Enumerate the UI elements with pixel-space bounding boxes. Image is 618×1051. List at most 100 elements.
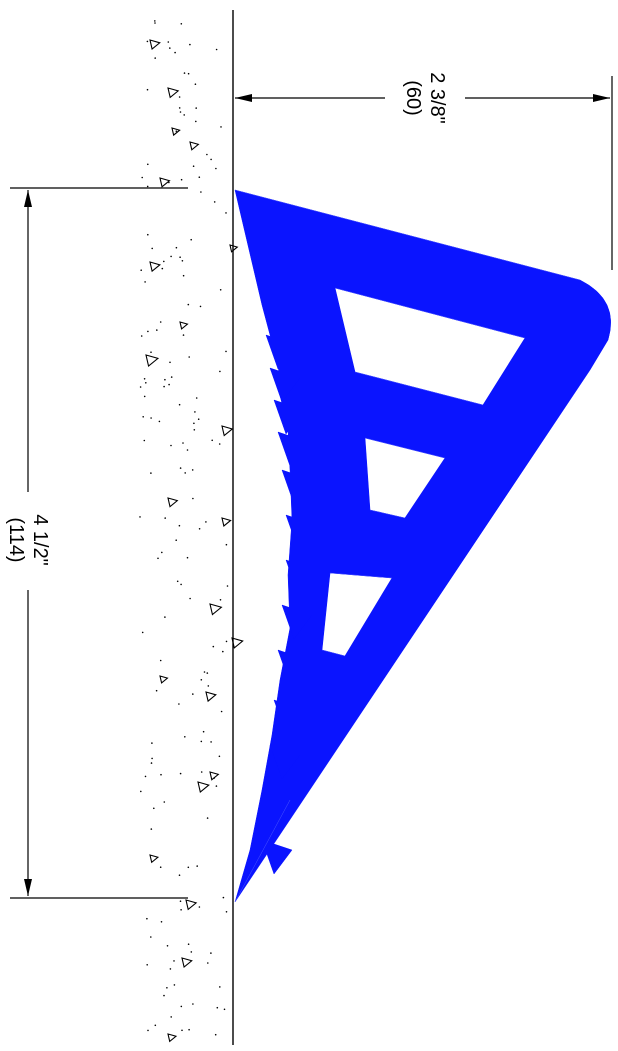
aggregate-dot	[200, 740, 203, 743]
aggregate-stone	[145, 354, 160, 368]
aggregate-dot	[180, 178, 183, 181]
aggregate-dot	[215, 167, 217, 170]
aggregate-dot	[166, 987, 168, 989]
aggregate-stone	[209, 603, 223, 616]
aggregate-dot	[188, 1028, 190, 1031]
aggregate-stone	[209, 771, 220, 781]
profile-tooth	[277, 649, 309, 685]
aggregate-dot	[147, 233, 149, 236]
aggregate-dot	[220, 710, 223, 713]
aggregate-stone	[185, 899, 198, 911]
aggregate-dot	[151, 742, 153, 744]
aggregate-dot	[215, 48, 218, 51]
aggregate-dot	[225, 911, 228, 913]
aggregate-dot	[168, 181, 170, 184]
aggregate-dot	[150, 417, 152, 419]
aggregate-dot	[219, 370, 221, 373]
aggregate-dot	[150, 351, 152, 354]
aggregate-dot	[175, 246, 178, 249]
aggregate-dot	[151, 247, 153, 250]
aggregate-dot	[158, 420, 161, 423]
aggregate-dot	[187, 303, 190, 306]
aggregate-dot	[166, 945, 169, 947]
aggregate-dot	[173, 984, 176, 986]
aggregate-stone	[149, 854, 160, 864]
aggregate-stone	[221, 517, 232, 527]
aggregate-dot	[154, 57, 156, 59]
aggregate-dot	[146, 917, 148, 920]
aggregate-dot	[141, 176, 143, 179]
aggregate-dot	[180, 909, 182, 911]
aggregate-dot	[207, 962, 209, 964]
aggregate-dot	[222, 650, 224, 653]
aggregate-dot	[200, 191, 202, 193]
profile-tooth	[269, 744, 301, 780]
aggregate-dot	[160, 773, 162, 776]
aggregate-dot	[140, 790, 142, 793]
aggregate-dot	[203, 671, 206, 673]
aggregate-stone	[159, 177, 171, 188]
aggregate-dot	[179, 772, 182, 775]
aggregate-dot	[175, 130, 178, 132]
aggregate-dot	[183, 72, 186, 74]
aggregate-stone	[189, 141, 200, 151]
aggregate-dot	[192, 693, 194, 695]
aggregate-dot	[189, 597, 191, 600]
aggregate-dot	[143, 439, 146, 442]
aggregate-dot	[159, 866, 162, 868]
aggregate-dot	[198, 906, 201, 908]
aggregate-dot	[205, 521, 207, 523]
profile-teeth	[261, 299, 317, 875]
aggregate-dot	[225, 543, 228, 546]
profile-tooth	[261, 299, 293, 335]
aggregate-dot	[188, 356, 190, 358]
aggregate-dot	[210, 741, 212, 743]
aggregate-dot	[191, 469, 194, 471]
aggregate-dot	[178, 874, 181, 876]
aggregate-dot	[219, 289, 222, 291]
aggregate-dot	[153, 807, 155, 810]
aggregate-dot	[147, 163, 149, 166]
height-arrow-right	[593, 94, 610, 102]
aggregate-dot	[187, 943, 190, 945]
aggregate-dot	[207, 685, 210, 687]
aggregate-dot	[223, 1008, 226, 1011]
length-metric-label: (114)	[5, 517, 27, 562]
aggregate-stone	[167, 1033, 178, 1043]
aggregate-dot	[175, 539, 177, 541]
aggregate-dot	[190, 951, 193, 953]
aggregate-stone	[179, 321, 189, 330]
aggregate-dot	[174, 51, 176, 54]
aggregate-dot	[210, 158, 212, 161]
aggregate-dot	[146, 40, 149, 43]
profile-tooth	[277, 431, 309, 467]
aggregate-dot	[150, 762, 153, 764]
aggregate-dot	[193, 422, 195, 425]
aggregate-dot	[156, 329, 158, 331]
profile-tooth	[285, 514, 317, 550]
aggregate-dot	[212, 645, 215, 648]
aggregate-dot	[182, 274, 185, 277]
profile-body	[234, 189, 612, 903]
mesh-line	[364, 437, 446, 459]
aggregate-dot	[169, 361, 171, 364]
aggregate-dot	[195, 397, 198, 399]
aggregate-dot	[206, 672, 209, 674]
aggregate-dot	[161, 551, 163, 554]
mesh-line	[234, 799, 291, 903]
aggregate-dot	[164, 616, 166, 618]
aggregate-dot	[146, 88, 149, 91]
aggregate-stone	[167, 497, 179, 508]
aggregate-dot	[146, 185, 149, 188]
aggregate-dot	[170, 444, 172, 447]
height-arrow-left	[235, 94, 252, 102]
aggregate-dot	[226, 585, 229, 587]
aggregate-dot	[179, 467, 182, 469]
aggregate-dot	[140, 335, 143, 337]
profile-tooth	[261, 839, 293, 875]
aggregate-dot	[178, 107, 181, 109]
aggregate-stone	[171, 127, 181, 137]
aggregate-dot	[200, 679, 203, 681]
aggregate-dot	[179, 111, 182, 113]
aggregate-dot	[225, 212, 227, 214]
